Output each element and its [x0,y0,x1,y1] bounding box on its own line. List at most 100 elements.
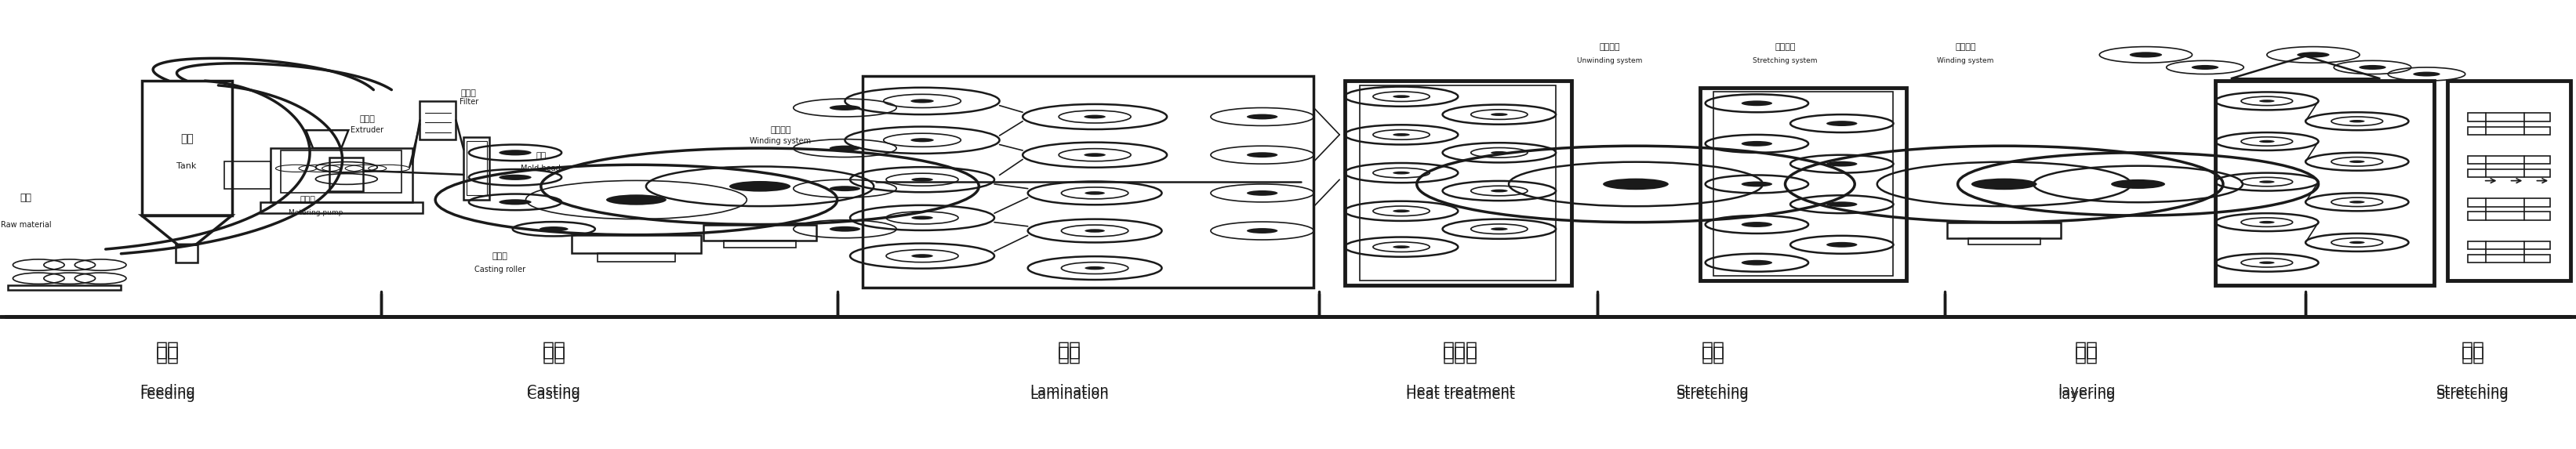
Circle shape [2349,160,2365,163]
Circle shape [1492,228,1507,230]
Bar [1713,92,1893,276]
Circle shape [829,226,860,232]
Circle shape [1741,141,1772,146]
Text: 拉伸: 拉伸 [1700,341,1726,360]
Text: Heat treatment: Heat treatment [1406,383,1515,398]
Text: layering: layering [2058,383,2115,398]
Text: Metering pump: Metering pump [289,209,343,216]
Text: 分切: 分切 [2460,345,2486,364]
Bar [598,253,675,262]
Circle shape [2259,261,2275,264]
Circle shape [1826,202,1857,207]
Bar [2468,127,2550,135]
Circle shape [538,226,569,232]
Circle shape [1394,95,1409,98]
Text: 分层: 分层 [2074,345,2099,364]
Bar [2447,81,2571,281]
Bar [175,245,198,263]
Text: Winding system: Winding system [1937,57,1994,64]
Circle shape [1492,113,1507,116]
Circle shape [2112,179,2164,189]
Bar [224,162,270,189]
Text: Unwinding system: Unwinding system [1577,57,1643,64]
Bar [420,101,456,139]
Circle shape [829,145,860,151]
Text: 模头: 模头 [536,152,546,160]
Circle shape [2259,100,2275,102]
Text: 热处理: 热处理 [1443,345,1479,364]
Text: 流延辊: 流延辊 [492,252,507,260]
Circle shape [1084,266,1105,270]
Bar [142,81,232,216]
Text: Casting roller: Casting roller [474,265,526,273]
Text: 过滤器: 过滤器 [461,89,477,97]
Circle shape [1084,229,1105,233]
Text: Stretching: Stretching [1677,388,1749,402]
Bar [330,157,363,191]
Circle shape [729,181,791,192]
Circle shape [912,99,935,103]
Text: 投料: 投料 [155,345,180,364]
Text: 分层: 分层 [2074,341,2099,360]
Text: 收卷系统: 收卷系统 [770,126,791,134]
Text: 流延: 流延 [541,345,567,364]
Text: 拉伸: 拉伸 [1700,345,1726,364]
Circle shape [605,194,667,205]
Circle shape [829,105,860,110]
Circle shape [1826,161,1857,167]
Text: 料罐: 料罐 [180,134,193,145]
Circle shape [500,150,531,155]
Circle shape [1826,242,1857,247]
Circle shape [1492,151,1507,154]
Circle shape [1741,222,1772,227]
Bar [863,76,1314,287]
Text: 流延: 流延 [541,341,567,360]
Circle shape [1971,178,2038,190]
Circle shape [2259,180,2275,183]
Bar [1947,222,2061,238]
Bar [8,285,121,290]
Circle shape [912,216,933,220]
Text: Feeding: Feeding [139,388,196,402]
Circle shape [2349,120,2365,123]
Bar [260,202,422,213]
Text: Mold head: Mold head [520,164,562,172]
Circle shape [1084,191,1105,195]
Bar [2468,113,2550,121]
Text: Lamination: Lamination [1030,388,1108,402]
Text: Stretching: Stretching [2437,383,2509,398]
Circle shape [1084,153,1105,157]
Text: layering: layering [2058,388,2115,402]
Circle shape [1247,114,1278,119]
Circle shape [1492,189,1507,192]
Circle shape [2259,140,2275,143]
Text: Lamination: Lamination [1030,383,1108,398]
Circle shape [1084,115,1105,119]
Circle shape [1394,172,1409,174]
Circle shape [2259,221,2275,224]
Text: 复合: 复合 [1056,341,1082,360]
Bar [2468,156,2550,164]
Text: 热处理: 热处理 [1443,341,1479,360]
Text: 收卷系统: 收卷系统 [1955,43,1976,51]
Text: 拉伸系统: 拉伸系统 [1775,43,1795,51]
Text: Heat treatment: Heat treatment [1406,388,1515,402]
Bar [1345,81,1571,285]
Text: 复合: 复合 [1056,345,1082,364]
Text: 分切: 分切 [2460,341,2486,360]
Text: 计量泵: 计量泵 [299,196,317,204]
Bar [2215,81,2434,285]
Bar [466,141,487,195]
Circle shape [2298,52,2329,57]
Bar [1700,88,1906,281]
Bar [703,224,817,240]
Text: Stretching system: Stretching system [1752,57,1819,64]
Circle shape [1741,101,1772,106]
Circle shape [1826,121,1857,126]
Bar [2468,169,2550,177]
Text: Stretching: Stretching [2437,388,2509,402]
Circle shape [912,138,935,142]
Circle shape [2349,201,2365,203]
Circle shape [2414,72,2439,76]
Text: 放卷系统: 放卷系统 [1600,43,1620,51]
